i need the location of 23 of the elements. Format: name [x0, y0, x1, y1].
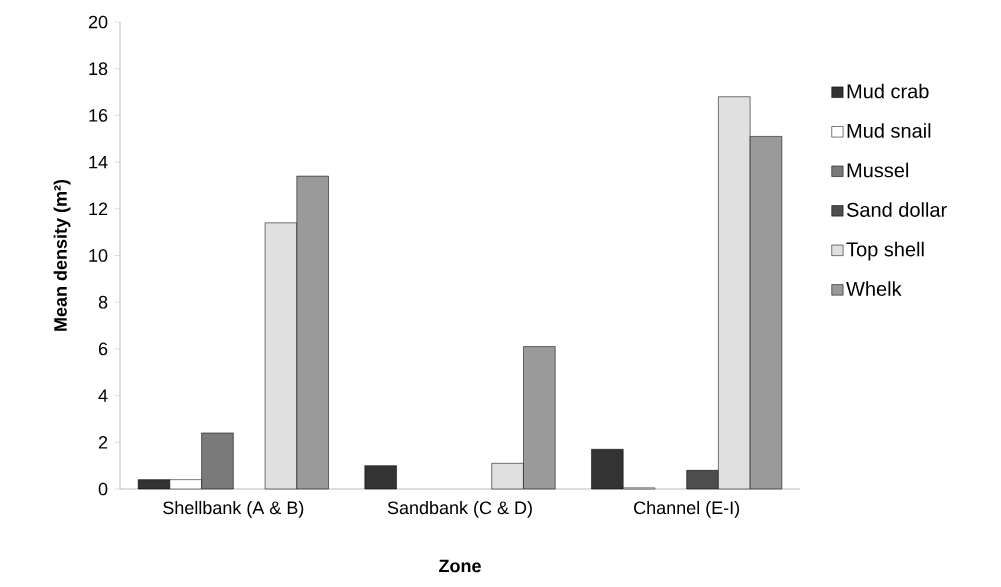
- y-axis-title: Mean density (m²): [53, 179, 71, 331]
- y-tick-label: 12: [89, 202, 108, 216]
- y-tick-label: 6: [98, 342, 108, 356]
- legend-label: Top shell: [846, 241, 924, 261]
- y-tick-label: 10: [89, 249, 108, 262]
- x-tick-label: Shellbank (A & B): [163, 500, 304, 518]
- x-tick-label: Sandbank (C & D): [387, 500, 532, 518]
- y-tick-label: 16: [89, 109, 108, 122]
- x-axis-title: Zone: [439, 559, 481, 573]
- legend-label: Sand dollar: [846, 202, 947, 217]
- y-tick-label: 20: [88, 15, 108, 29]
- y-tick-label: 0: [98, 482, 108, 496]
- y-tick-label: 2: [98, 436, 108, 449]
- y-tick-label: 8: [98, 295, 108, 309]
- legend-label: Mud snail: [847, 123, 931, 138]
- x-tick-label: Channel (E-I): [634, 500, 740, 518]
- legend-label: Whelk: [846, 281, 902, 296]
- y-tick-label: 18: [89, 62, 108, 76]
- bar: [364, 465, 397, 490]
- legend-label: Mud crab: [847, 83, 929, 99]
- y-tick-label: 4: [98, 389, 108, 402]
- y-tick-label: 14: [89, 155, 108, 169]
- legend-label: Mussel: [847, 162, 909, 178]
